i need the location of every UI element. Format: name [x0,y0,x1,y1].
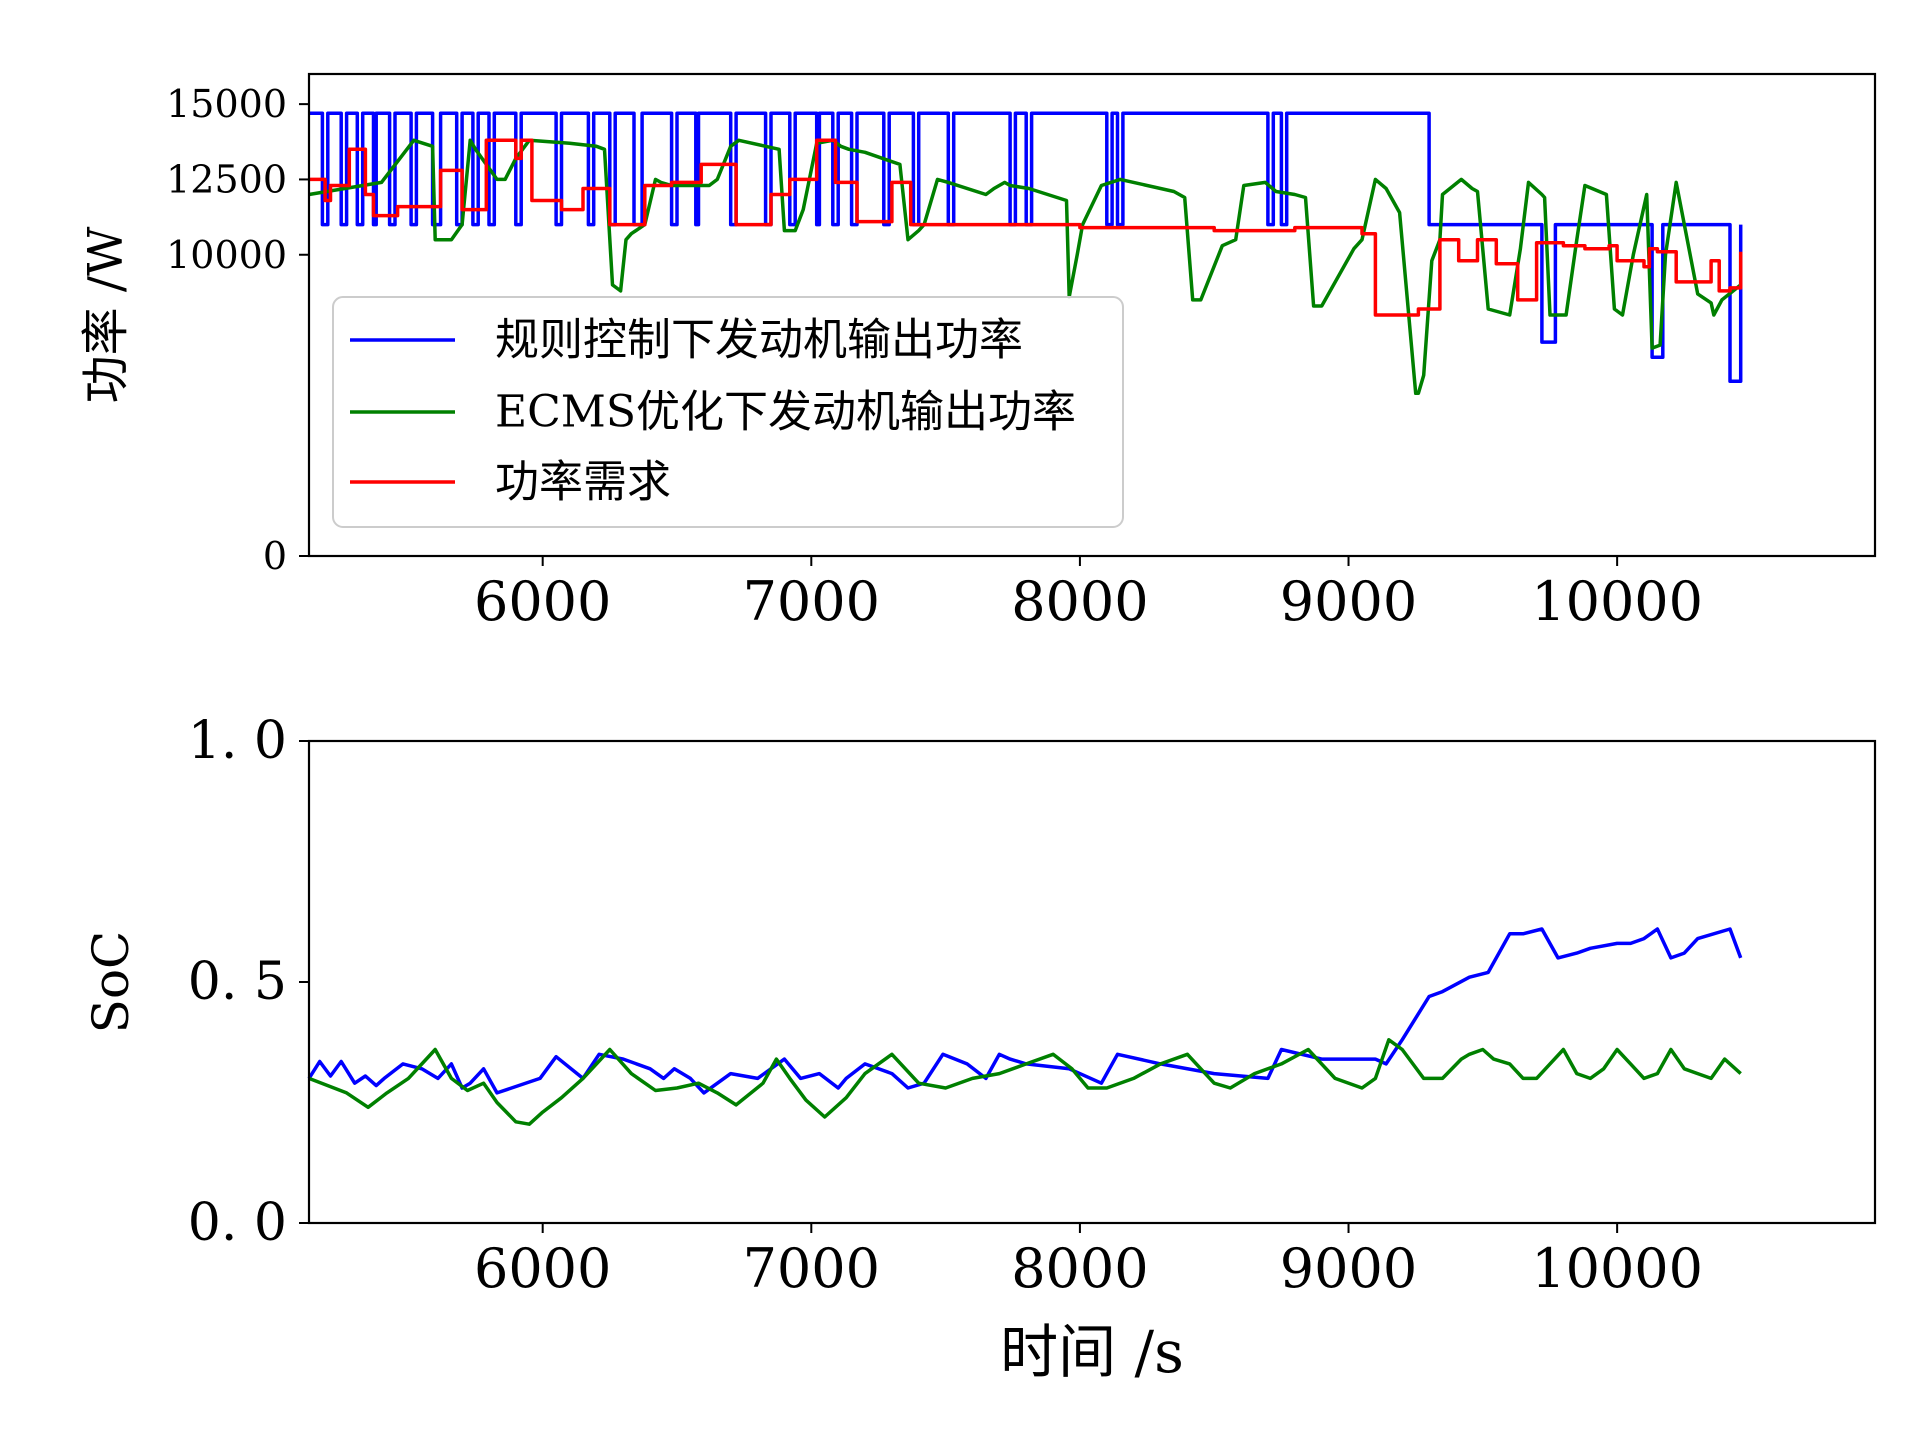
soc-x-tick-label: 7000 [743,1237,880,1300]
power-series-group [308,111,1743,396]
soc-x-tick-label: 8000 [1011,1237,1148,1300]
power-subplot: 6000 7000 8000 9000 10000 0 10000 12500 15000 功… [78,72,1877,633]
legend: 规则控制下发动机输出功率 ECMS优化下发动机输出功率 功率需求 [332,296,1124,528]
legend-label-power-demand: 功率需求 [495,457,671,508]
soc-series-line-1 [308,1038,1742,1126]
power-series-line-2 [309,138,1743,317]
soc-y-ticks: 0. 0 0. 5 1. 0 [188,711,309,1253]
power-x-tick-label: 10000 [1531,570,1703,633]
power-x-tick-label: 8000 [1011,570,1148,633]
power-y-tick-label: 0 [263,534,287,578]
power-series-line-1 [308,138,1742,396]
power-x-ticks: 6000 7000 8000 9000 10000 [474,556,1703,633]
power-x-tick-label: 6000 [474,570,611,633]
power-y-tick-label: 10000 [166,233,287,277]
legend-frame [332,296,1124,528]
power-y-axis-label: 功率 /W [78,226,134,403]
soc-x-ticks: 6000 7000 8000 9000 10000 [474,1223,1703,1300]
soc-y-tick-label: 0. 5 [188,952,287,1012]
soc-y-tick-label: 1. 0 [188,711,287,771]
legend-label-rule-engine-power: 规则控制下发动机输出功率 [495,315,1023,366]
power-y-ticks: 0 10000 12500 15000 [166,82,309,578]
soc-subplot: 6000 7000 8000 9000 10000 0. 0 0. 5 1. 0 SoC 时… [82,711,1877,1386]
power-y-tick-label: 15000 [166,82,287,126]
soc-x-axis-label: 时间 /s [1000,1318,1184,1386]
power-plot-frame [307,72,1877,558]
soc-series-group [307,927,1743,1126]
soc-x-tick-label: 6000 [474,1237,611,1300]
power-y-tick-label: 12500 [166,157,287,201]
soc-y-tick-label: 0. 0 [188,1193,287,1253]
soc-y-axis-label: SoC [82,931,140,1034]
power-x-tick-label: 9000 [1280,570,1417,633]
soc-x-tick-label: 9000 [1280,1237,1417,1300]
soc-x-tick-label: 10000 [1531,1237,1703,1300]
power-x-tick-label: 7000 [743,570,880,633]
legend-label-ecms-engine-power: ECMS优化下发动机输出功率 [495,387,1076,438]
